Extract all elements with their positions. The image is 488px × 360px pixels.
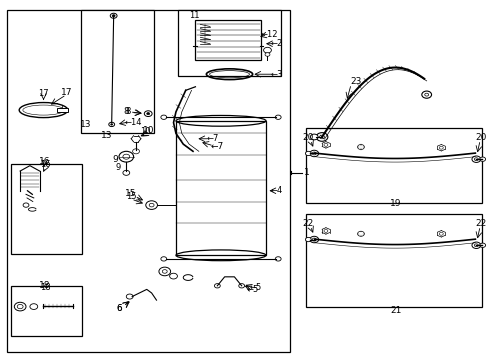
Text: 17: 17 — [61, 87, 72, 96]
Text: 10: 10 — [140, 127, 151, 136]
Circle shape — [238, 284, 244, 288]
Circle shape — [144, 111, 152, 117]
Text: ←2: ←2 — [270, 39, 283, 48]
Bar — [306, 128, 481, 203]
Circle shape — [357, 231, 364, 236]
Circle shape — [146, 113, 149, 115]
Circle shape — [161, 257, 166, 261]
Text: 16: 16 — [40, 160, 51, 169]
Text: 15: 15 — [126, 192, 136, 201]
Bar — [81, 10, 154, 134]
Text: ←4: ←4 — [270, 186, 283, 195]
Circle shape — [324, 143, 327, 146]
Bar — [7, 10, 290, 352]
Text: 19: 19 — [389, 199, 401, 208]
Text: 18: 18 — [39, 280, 50, 289]
Circle shape — [471, 242, 480, 248]
Text: ←7: ←7 — [206, 134, 219, 143]
Circle shape — [17, 305, 23, 309]
Circle shape — [112, 15, 115, 17]
Circle shape — [161, 115, 166, 120]
Circle shape — [305, 151, 311, 156]
Circle shape — [119, 151, 133, 162]
Text: 13: 13 — [80, 120, 91, 129]
Text: 8: 8 — [125, 107, 131, 116]
Text: 1: 1 — [303, 168, 309, 177]
Text: 18: 18 — [40, 283, 51, 292]
Circle shape — [471, 156, 480, 162]
Circle shape — [122, 154, 129, 159]
Circle shape — [310, 134, 318, 140]
Text: 21: 21 — [389, 306, 401, 315]
Circle shape — [30, 304, 38, 310]
Text: ←5: ←5 — [246, 284, 259, 293]
Circle shape — [169, 273, 177, 279]
Text: ←12: ←12 — [260, 30, 278, 39]
Circle shape — [110, 13, 117, 18]
Bar — [195, 21, 261, 60]
Text: 9: 9 — [116, 163, 121, 172]
Text: 22: 22 — [475, 219, 486, 228]
Text: 15: 15 — [125, 189, 137, 198]
Text: 8: 8 — [123, 107, 129, 116]
Text: 20: 20 — [474, 133, 486, 142]
Bar — [11, 286, 82, 336]
Circle shape — [126, 294, 133, 299]
Circle shape — [122, 170, 129, 175]
Text: 22: 22 — [302, 219, 313, 228]
Circle shape — [162, 270, 167, 273]
Text: 6: 6 — [117, 304, 122, 313]
Circle shape — [309, 236, 318, 243]
Circle shape — [438, 232, 442, 235]
Text: 9: 9 — [112, 155, 118, 164]
Bar — [306, 214, 481, 307]
Circle shape — [275, 257, 281, 261]
Circle shape — [110, 124, 112, 125]
Circle shape — [275, 115, 281, 120]
Bar — [11, 164, 82, 253]
Text: 17: 17 — [38, 89, 49, 98]
Circle shape — [473, 158, 477, 161]
Bar — [176, 121, 265, 255]
Circle shape — [316, 133, 327, 141]
Circle shape — [243, 33, 256, 42]
Circle shape — [479, 157, 485, 161]
Text: ←5: ←5 — [249, 283, 262, 292]
Circle shape — [324, 229, 327, 232]
Text: 6: 6 — [116, 303, 122, 312]
Text: 20: 20 — [302, 133, 313, 142]
Circle shape — [214, 284, 220, 288]
Circle shape — [14, 302, 26, 311]
Circle shape — [263, 47, 271, 53]
Text: ←3: ←3 — [270, 70, 283, 79]
Circle shape — [246, 35, 252, 40]
Circle shape — [23, 203, 29, 207]
Text: ←14: ←14 — [124, 118, 142, 127]
Circle shape — [421, 91, 431, 98]
Circle shape — [149, 203, 154, 207]
Text: 23: 23 — [350, 77, 361, 86]
Circle shape — [132, 149, 139, 154]
Circle shape — [159, 267, 170, 276]
Circle shape — [108, 122, 114, 127]
Circle shape — [424, 93, 428, 96]
Text: 11: 11 — [189, 11, 199, 20]
Circle shape — [479, 243, 485, 247]
Circle shape — [312, 152, 316, 155]
Circle shape — [357, 144, 364, 149]
Circle shape — [473, 244, 477, 247]
Text: 10: 10 — [143, 126, 155, 135]
Circle shape — [145, 201, 157, 210]
Bar — [57, 108, 68, 112]
Circle shape — [438, 146, 442, 149]
Text: ←7: ←7 — [210, 142, 224, 151]
Circle shape — [309, 150, 318, 157]
Text: 13: 13 — [101, 131, 112, 140]
Circle shape — [264, 53, 269, 56]
Circle shape — [305, 237, 311, 242]
Circle shape — [312, 238, 316, 241]
Text: 16: 16 — [39, 157, 50, 166]
Bar — [178, 10, 280, 76]
Circle shape — [319, 135, 324, 139]
